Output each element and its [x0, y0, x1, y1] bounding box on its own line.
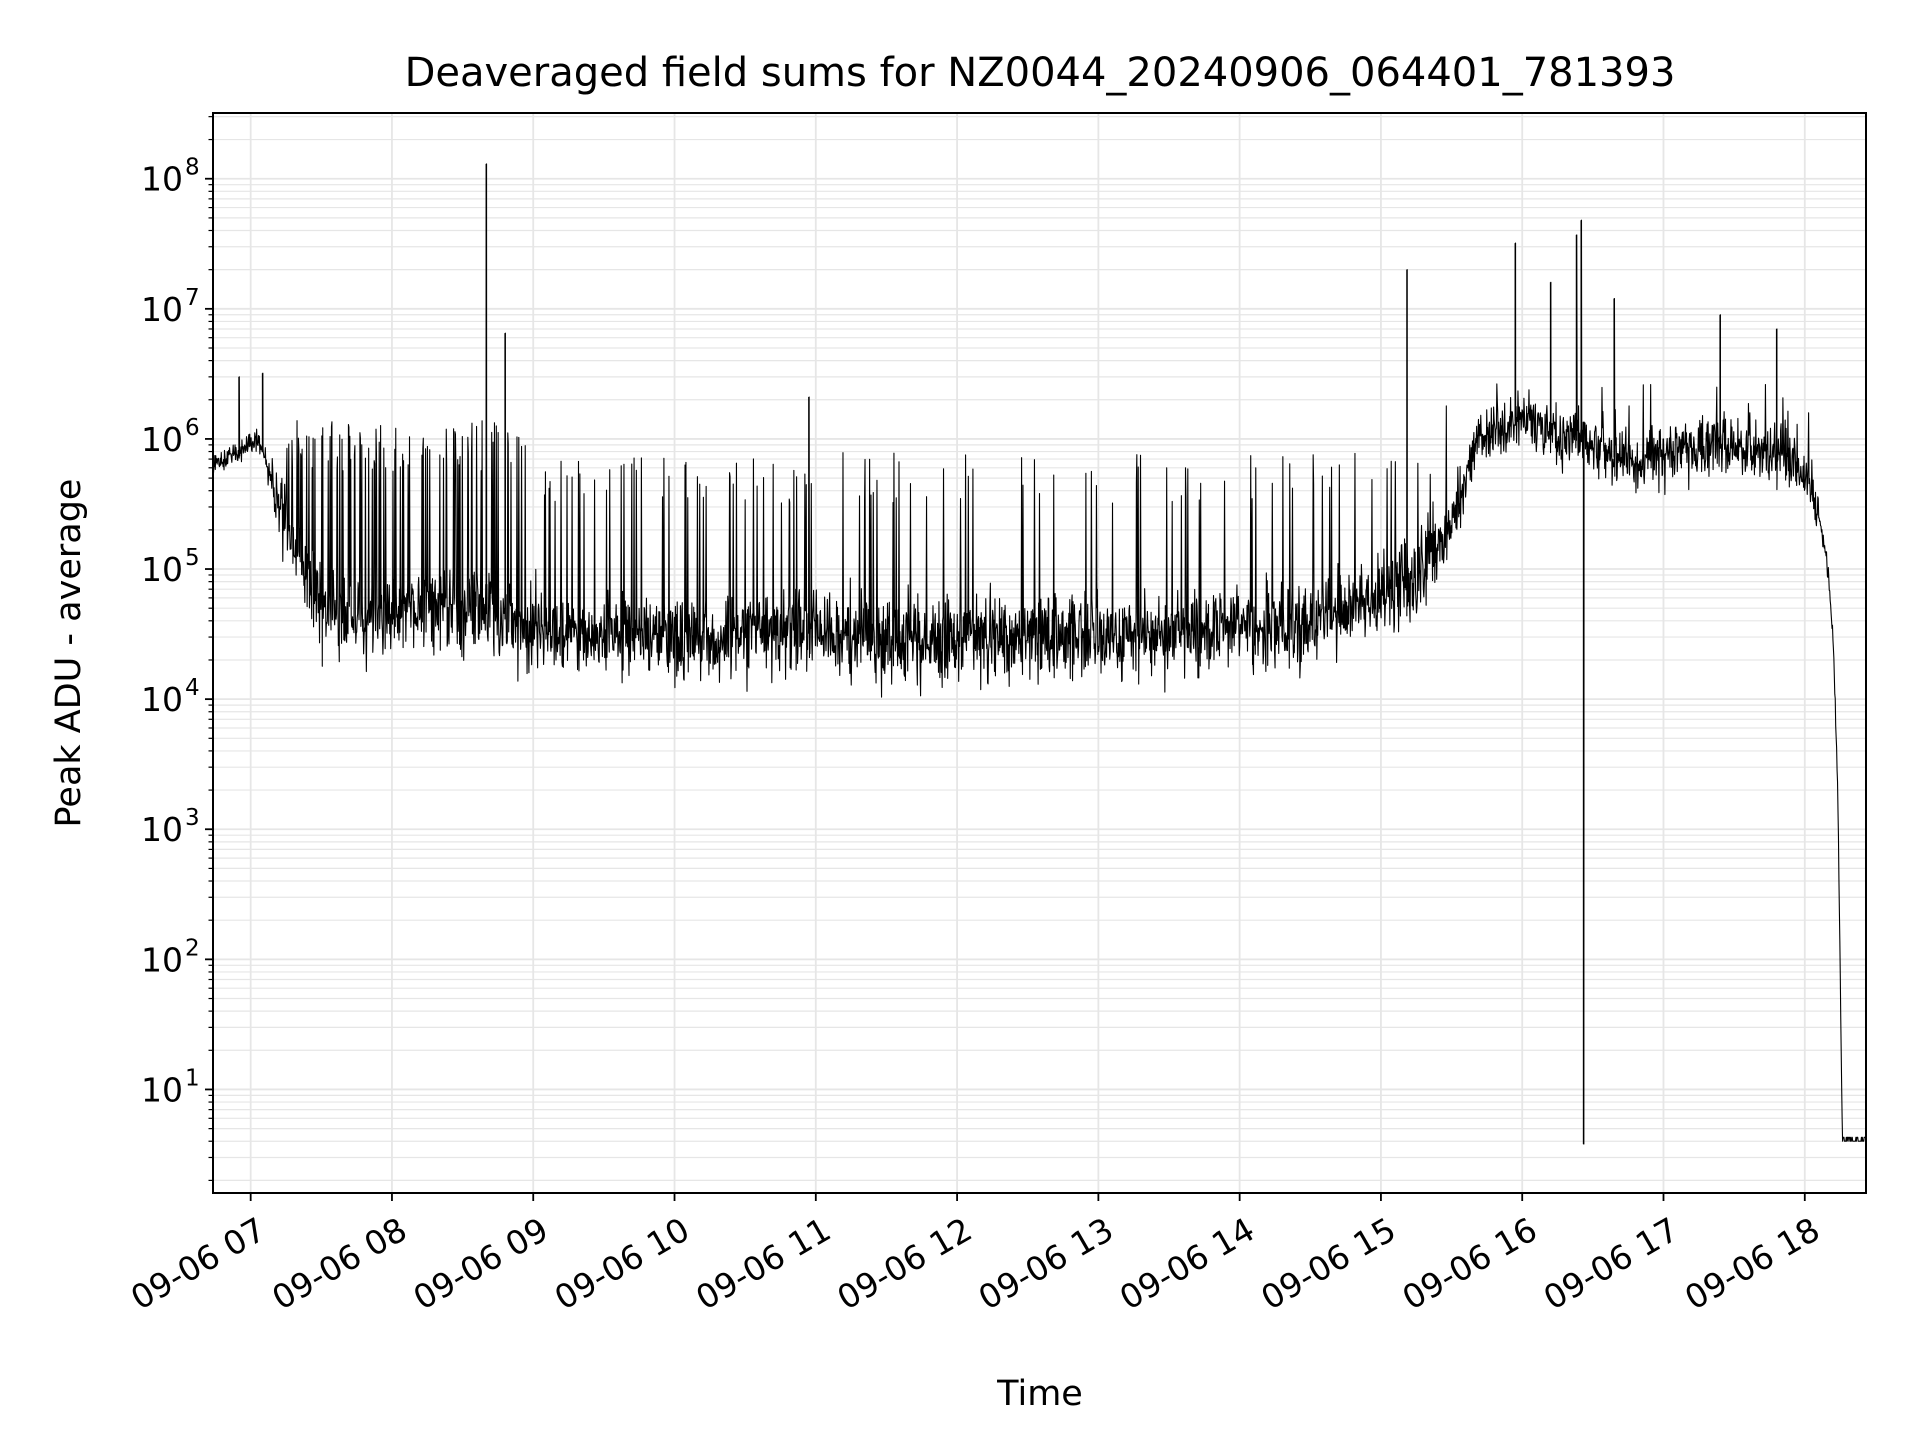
- y-tick-exponent: 7: [185, 285, 200, 311]
- y-tick-exponent: 5: [185, 545, 200, 571]
- y-tick-label: 10: [141, 550, 183, 589]
- y-tick-label: 10: [141, 1070, 183, 1109]
- y-axis-label: Peak ADU - average: [49, 479, 89, 828]
- y-tick-label: 10: [141, 940, 183, 979]
- y-tick-label: 10: [141, 680, 183, 719]
- plot-frame: [212, 112, 1867, 1194]
- y-tick-exponent: 8: [185, 155, 200, 181]
- y-tick-exponent: 3: [185, 805, 200, 831]
- y-tick-label: 10: [141, 290, 183, 329]
- y-tick-label: 10: [141, 420, 183, 459]
- y-tick-exponent: 4: [185, 675, 200, 701]
- data-layer: [212, 163, 1867, 1145]
- y-tick-exponent: 1: [185, 1065, 200, 1091]
- x-axis-label: Time: [996, 1374, 1083, 1414]
- y-tick-exponent: 2: [185, 935, 200, 961]
- series-line: [212, 163, 1867, 1145]
- chart-title: Deaveraged field sums for NZ0044_2024090…: [405, 50, 1676, 96]
- y-tick-label: 10: [141, 160, 183, 199]
- y-tick-label: 10: [141, 810, 183, 849]
- y-tick-exponent: 6: [185, 415, 200, 441]
